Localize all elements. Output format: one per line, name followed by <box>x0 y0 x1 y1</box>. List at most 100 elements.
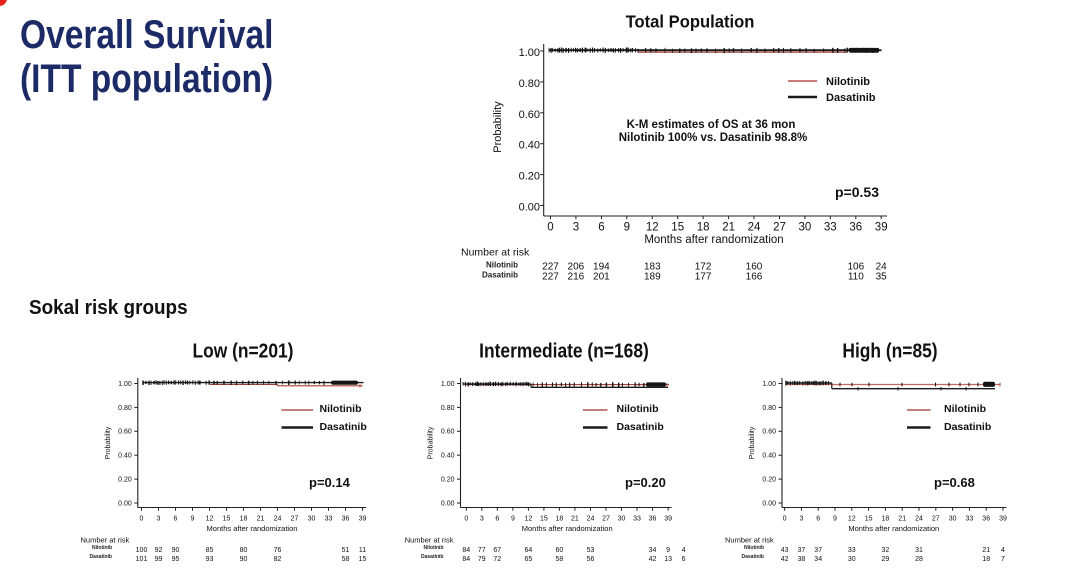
svg-text:106: 106 <box>847 262 864 273</box>
svg-text:18: 18 <box>556 516 564 523</box>
svg-text:77: 77 <box>478 547 486 554</box>
svg-text:Dasatinib: Dasatinib <box>89 554 112 560</box>
svg-text:177: 177 <box>695 272 712 283</box>
svg-text:0.00: 0.00 <box>441 500 455 507</box>
svg-text:Months after randomization: Months after randomization <box>522 524 613 533</box>
svg-text:33: 33 <box>824 222 837 234</box>
svg-text:0: 0 <box>783 516 787 523</box>
svg-text:82: 82 <box>274 556 282 563</box>
svg-text:6: 6 <box>174 516 178 523</box>
svg-text:p=0.20: p=0.20 <box>625 475 666 490</box>
svg-text:p=0.68: p=0.68 <box>934 475 975 490</box>
svg-text:0.80: 0.80 <box>118 405 132 412</box>
svg-text:15: 15 <box>223 516 231 523</box>
svg-text:3: 3 <box>573 222 579 234</box>
svg-text:33: 33 <box>633 516 641 523</box>
svg-text:27: 27 <box>291 516 299 523</box>
svg-text:84: 84 <box>462 547 470 554</box>
svg-text:12: 12 <box>848 516 856 523</box>
svg-text:43: 43 <box>781 547 789 554</box>
svg-text:Intermediate (n=168): Intermediate (n=168) <box>479 339 649 361</box>
svg-text:1.00: 1.00 <box>441 381 455 388</box>
svg-text:Nilotinib 100% vs. Dasatinib 9: Nilotinib 100% vs. Dasatinib 98.8% <box>619 132 808 144</box>
svg-text:36: 36 <box>649 516 657 523</box>
svg-text:0.00: 0.00 <box>519 202 540 214</box>
svg-text:Nilotinib: Nilotinib <box>92 545 112 551</box>
svg-text:18: 18 <box>882 516 890 523</box>
svg-text:18: 18 <box>240 516 248 523</box>
svg-text:12: 12 <box>206 516 214 523</box>
svg-text:39: 39 <box>664 516 672 523</box>
svg-text:34: 34 <box>649 547 657 554</box>
svg-text:15: 15 <box>865 516 873 523</box>
svg-text:39: 39 <box>999 516 1007 523</box>
svg-text:6: 6 <box>682 556 686 563</box>
svg-text:42: 42 <box>781 556 789 563</box>
svg-text:227: 227 <box>542 272 559 283</box>
svg-text:24: 24 <box>915 516 923 523</box>
svg-text:9: 9 <box>511 516 515 523</box>
svg-text:p=0.53: p=0.53 <box>835 184 879 200</box>
svg-text:194: 194 <box>593 262 610 273</box>
svg-text:60: 60 <box>556 547 564 554</box>
svg-text:24: 24 <box>587 516 595 523</box>
svg-text:0.80: 0.80 <box>762 405 776 412</box>
svg-text:Dasatinib: Dasatinib <box>320 421 367 433</box>
svg-text:4: 4 <box>682 547 686 554</box>
svg-text:Number at risk: Number at risk <box>81 536 130 545</box>
svg-text:High (n=85): High (n=85) <box>842 339 937 361</box>
svg-text:Dasatinib: Dasatinib <box>741 554 764 560</box>
svg-text:100: 100 <box>136 547 148 554</box>
svg-text:95: 95 <box>172 556 180 563</box>
svg-text:0: 0 <box>140 516 144 523</box>
svg-text:0.80: 0.80 <box>441 405 455 412</box>
svg-text:7: 7 <box>1001 556 1005 563</box>
svg-text:Dasatinib: Dasatinib <box>617 421 664 433</box>
svg-text:6: 6 <box>495 516 499 523</box>
svg-text:36: 36 <box>849 222 862 234</box>
svg-text:Dasatinib: Dasatinib <box>826 92 876 104</box>
svg-text:72: 72 <box>493 556 501 563</box>
svg-text:183: 183 <box>644 262 661 273</box>
svg-text:1.00: 1.00 <box>118 381 132 388</box>
svg-text:36: 36 <box>342 516 350 523</box>
svg-text:3: 3 <box>157 516 161 523</box>
svg-text:Nilotinib: Nilotinib <box>944 403 986 415</box>
svg-text:39: 39 <box>875 222 888 234</box>
svg-text:Months after randomization: Months after randomization <box>848 524 939 533</box>
svg-text:37: 37 <box>814 547 822 554</box>
svg-text:Probability: Probability <box>492 101 504 153</box>
svg-text:65: 65 <box>525 556 533 563</box>
svg-text:79: 79 <box>478 556 486 563</box>
svg-text:58: 58 <box>556 556 564 563</box>
svg-text:Nilotinib: Nilotinib <box>826 76 870 88</box>
svg-text:0.40: 0.40 <box>118 453 132 460</box>
svg-text:30: 30 <box>308 516 316 523</box>
svg-text:172: 172 <box>695 262 712 273</box>
svg-text:33: 33 <box>966 516 974 523</box>
svg-text:30: 30 <box>949 516 957 523</box>
svg-text:51: 51 <box>342 547 350 554</box>
svg-text:0.60: 0.60 <box>762 429 776 436</box>
svg-text:32: 32 <box>882 547 890 554</box>
svg-text:Total Population: Total Population <box>626 12 755 31</box>
svg-text:0.60: 0.60 <box>118 429 132 436</box>
svg-text:1.00: 1.00 <box>762 381 776 388</box>
svg-text:37: 37 <box>798 547 806 554</box>
svg-text:0.60: 0.60 <box>519 109 540 121</box>
svg-text:0.60: 0.60 <box>441 429 455 436</box>
svg-text:Dasatinib: Dasatinib <box>944 421 991 433</box>
svg-text:92: 92 <box>155 547 163 554</box>
svg-text:85: 85 <box>206 547 214 554</box>
svg-text:0.20: 0.20 <box>519 171 540 183</box>
svg-text:9: 9 <box>833 516 837 523</box>
svg-text:Nilotinib: Nilotinib <box>486 261 518 270</box>
svg-text:12: 12 <box>525 516 533 523</box>
svg-text:3: 3 <box>480 516 484 523</box>
svg-text:Number at risk: Number at risk <box>461 247 530 259</box>
svg-text:30: 30 <box>618 516 626 523</box>
svg-text:216: 216 <box>568 272 585 283</box>
svg-text:35: 35 <box>876 272 888 283</box>
svg-text:189: 189 <box>644 272 661 283</box>
svg-text:Nilotinib: Nilotinib <box>320 403 362 415</box>
